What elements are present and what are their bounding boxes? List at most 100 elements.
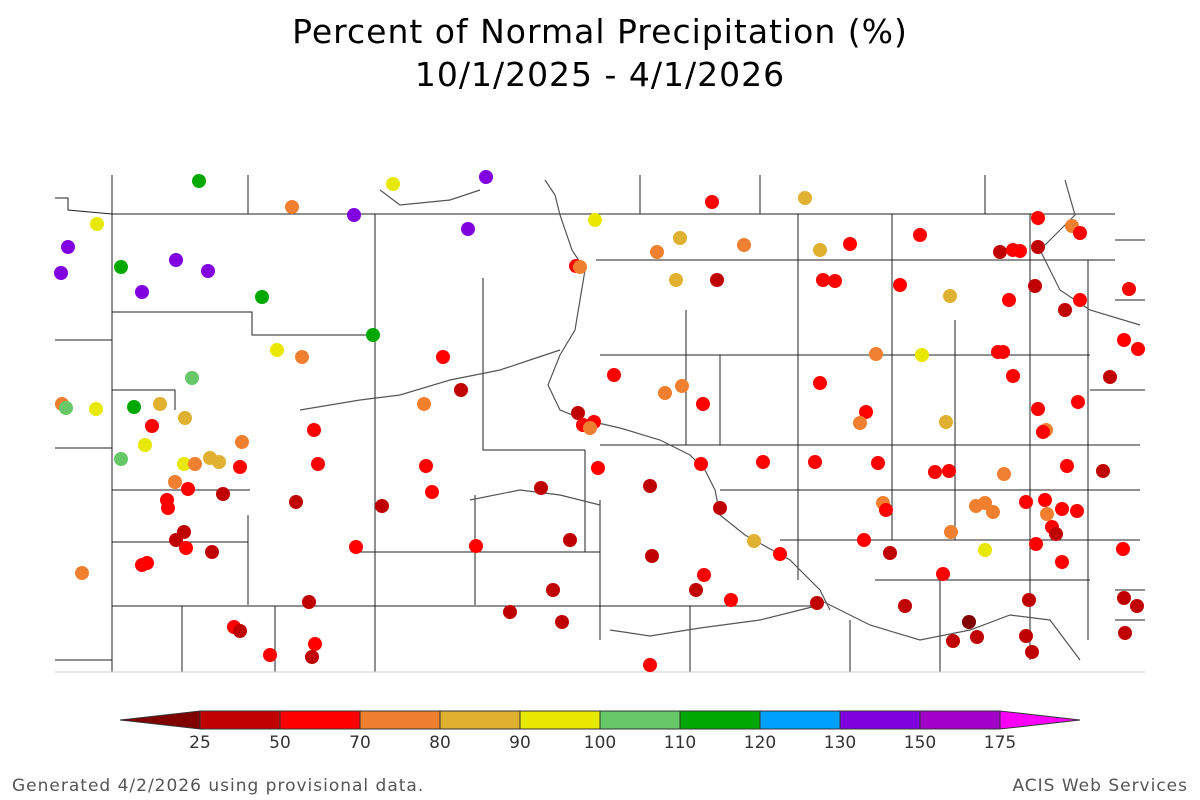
river	[544, 179, 831, 611]
station-dot	[713, 501, 727, 515]
station-dot	[573, 260, 587, 274]
station-dot	[1022, 593, 1036, 607]
station-dot	[843, 237, 857, 251]
station-dot	[233, 624, 247, 638]
station-dot	[1117, 591, 1131, 605]
colorbar-tick-label: 100	[584, 733, 616, 753]
station-dot	[179, 541, 193, 555]
colorbar-bin	[279, 710, 361, 730]
station-dot	[295, 350, 309, 364]
station-dot	[305, 650, 319, 664]
colorbar-tick-label: 50	[269, 733, 291, 753]
station-dot	[591, 461, 605, 475]
colorbar-tick-label: 80	[429, 733, 451, 753]
station-dot	[311, 457, 325, 471]
station-dot	[913, 228, 927, 242]
station-dot	[689, 583, 703, 597]
station-dot	[201, 264, 215, 278]
footer-credit: ACIS Web Services	[1012, 776, 1188, 796]
station-dot	[563, 533, 577, 547]
station-dot	[289, 495, 303, 509]
colorbar-bin	[599, 710, 681, 730]
station-dot	[205, 545, 219, 559]
station-dot	[946, 634, 960, 648]
station-dot	[658, 386, 672, 400]
station-dot	[169, 533, 183, 547]
station-dot	[853, 416, 867, 430]
colorbar-bin	[759, 710, 841, 730]
station-dot	[140, 556, 154, 570]
station-dot	[59, 401, 73, 415]
station-dot	[588, 213, 602, 227]
station-dot	[1025, 645, 1039, 659]
station-dot	[970, 630, 984, 644]
station-dot	[1070, 504, 1084, 518]
station-dot	[996, 345, 1010, 359]
station-dot	[1031, 211, 1045, 225]
station-dot	[650, 245, 664, 259]
station-dot	[534, 481, 548, 495]
station-dot	[54, 266, 68, 280]
station-dot	[419, 459, 433, 473]
station-dot	[188, 457, 202, 471]
station-dot	[898, 599, 912, 613]
river	[379, 189, 481, 206]
station-dot	[255, 290, 269, 304]
station-dot	[555, 615, 569, 629]
station-dot	[263, 648, 277, 662]
station-dot	[233, 460, 247, 474]
station-dot	[607, 368, 621, 382]
colorbar-tick-label: 175	[984, 733, 1016, 753]
station-dot	[1049, 527, 1063, 541]
station-dot	[185, 371, 199, 385]
map-date-range: 10/1/2025 - 4/1/2026	[414, 55, 786, 94]
station-dot	[216, 487, 230, 501]
station-dot	[1036, 425, 1050, 439]
station-dot	[61, 240, 75, 254]
station-dot	[1103, 370, 1117, 384]
station-dot	[235, 435, 249, 449]
station-dot	[997, 467, 1011, 481]
station-dot	[993, 245, 1007, 259]
station-dot	[114, 260, 128, 274]
station-dot	[1073, 293, 1087, 307]
station-dot	[643, 658, 657, 672]
station-dot	[986, 505, 1000, 519]
station-dot	[1060, 459, 1074, 473]
station-dot	[813, 243, 827, 257]
station-dot	[178, 411, 192, 425]
station-dot	[1058, 303, 1072, 317]
station-dot	[436, 350, 450, 364]
station-dot	[127, 400, 141, 414]
station-dot	[697, 568, 711, 582]
station-dot	[366, 328, 380, 342]
map-title: Percent of Normal Precipitation (%)	[292, 12, 908, 51]
station-dot	[145, 419, 159, 433]
station-dot	[461, 222, 475, 236]
station-dot	[1040, 507, 1054, 521]
station-dot	[813, 376, 827, 390]
station-dot	[893, 278, 907, 292]
station-dot	[1019, 495, 1033, 509]
colorbar-high-arrow	[999, 710, 1081, 730]
footer-generated-note: Generated 4/2/2026 using provisional dat…	[12, 776, 425, 796]
station-dot	[1029, 537, 1043, 551]
station-dot	[546, 583, 560, 597]
station-dot	[737, 238, 751, 252]
colorbar-tick-label: 110	[664, 733, 696, 753]
station-dot	[302, 595, 316, 609]
station-dot	[724, 593, 738, 607]
station-dot	[177, 457, 191, 471]
station-dot	[386, 177, 400, 191]
river	[819, 599, 1081, 661]
station-dot	[1122, 282, 1136, 296]
colorbar-tick-label: 120	[744, 733, 776, 753]
colorbar-bin	[679, 710, 761, 730]
station-dot	[1118, 626, 1132, 640]
station-dot	[869, 347, 883, 361]
station-dot	[285, 200, 299, 214]
station-dot	[1116, 542, 1130, 556]
colorbar-low-arrow	[119, 710, 201, 730]
